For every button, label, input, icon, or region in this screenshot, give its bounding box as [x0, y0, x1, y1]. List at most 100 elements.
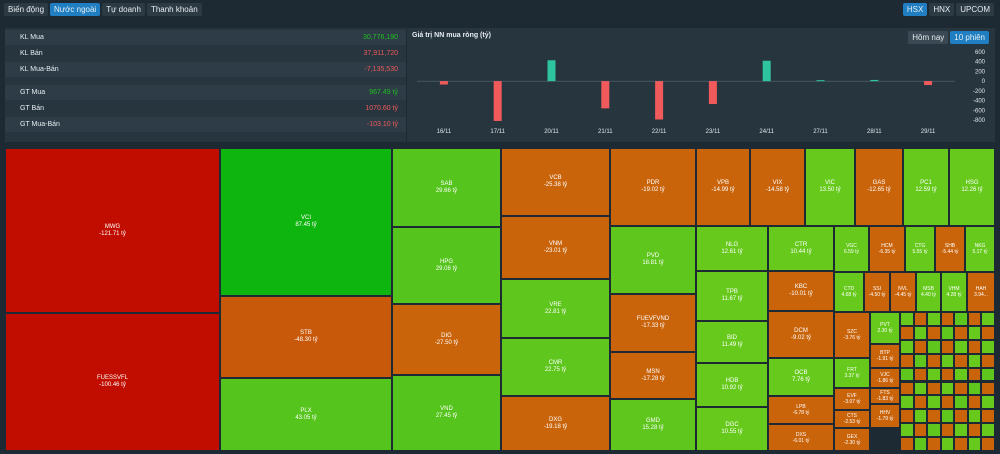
- small-tile[interactable]: [967, 381, 981, 396]
- small-tile[interactable]: [900, 423, 914, 438]
- heatmap-tile-btp[interactable]: BTP -1.91 tỷ: [870, 344, 900, 368]
- small-tile[interactable]: [940, 312, 954, 326]
- small-tile[interactable]: [913, 367, 927, 382]
- heatmap-tile-ctr[interactable]: CTR 10.44 tỷ: [768, 226, 834, 271]
- small-tile[interactable]: [954, 409, 968, 424]
- tab-tu-doanh[interactable]: Tự doanh: [102, 3, 145, 16]
- heatmap-tile-hhv[interactable]: HHV -1.79 tỷ: [870, 404, 900, 428]
- heatmap-tile-gex[interactable]: GEX -2.30 tỷ: [834, 428, 870, 451]
- small-tile[interactable]: [913, 381, 927, 396]
- heatmap-tile-shb[interactable]: SHB -5.44 tỷ: [935, 226, 965, 272]
- heatmap-tile-ctg[interactable]: CTG 5.55 tỷ: [905, 226, 935, 272]
- small-tile[interactable]: [967, 367, 981, 382]
- small-tile[interactable]: [913, 423, 927, 438]
- heatmap-tile-vnd[interactable]: VND 27.45 tỷ: [392, 375, 501, 451]
- small-tile[interactable]: [981, 339, 995, 354]
- small-tile[interactable]: [927, 423, 941, 438]
- heatmap-tile-pc1[interactable]: PC1 12.59 tỷ: [903, 148, 949, 226]
- small-tile[interactable]: [900, 381, 914, 396]
- heatmap-tile-gas[interactable]: GAS -12.65 tỷ: [855, 148, 903, 226]
- heatmap-tile-vgc[interactable]: VGC 6.59 tỷ: [834, 226, 869, 272]
- heatmap-tile-cmr[interactable]: CMR 22.75 tỷ: [501, 338, 610, 396]
- heatmap-tile-evf[interactable]: EVF -3.07 tỷ: [834, 388, 870, 410]
- heatmap-tile-pvd[interactable]: PVD 18.81 tỷ: [610, 226, 696, 294]
- small-tile[interactable]: [967, 339, 981, 354]
- heatmap-tile-vjc[interactable]: VJC -1.86 tỷ: [870, 368, 900, 388]
- bar[interactable]: [547, 60, 556, 82]
- tab-thanh-khoan[interactable]: Thanh khoản: [146, 3, 202, 16]
- heatmap-tile-fts[interactable]: FTS -1.83 tỷ: [870, 388, 900, 404]
- heatmap-tile-vpb[interactable]: VPB -14.99 tỷ: [696, 148, 750, 226]
- bar[interactable]: [816, 80, 825, 82]
- heatmap-tile-mwg[interactable]: MWG -121.71 tỷ: [5, 148, 220, 313]
- small-tile[interactable]: [981, 325, 995, 340]
- bar[interactable]: [493, 81, 502, 121]
- heatmap-tile-nvl[interactable]: NVL -4.45 tỷ: [890, 272, 916, 312]
- heatmap-tile-fuessvfl[interactable]: FUESSVFL -100.46 tỷ: [5, 313, 220, 451]
- heatmap-tile-vci[interactable]: VCI 87.45 tỷ: [220, 148, 392, 296]
- small-tile[interactable]: [967, 325, 981, 340]
- small-tile[interactable]: [900, 339, 914, 354]
- small-tile[interactable]: [981, 437, 995, 451]
- small-tile[interactable]: [900, 395, 914, 410]
- small-tile[interactable]: [981, 409, 995, 424]
- small-tile[interactable]: [967, 437, 981, 451]
- exchange-upcom[interactable]: UPCOM: [956, 3, 994, 16]
- small-tile[interactable]: [954, 339, 968, 354]
- small-tile[interactable]: [967, 409, 981, 424]
- small-tile[interactable]: [940, 367, 954, 382]
- heatmap-tile-dig[interactable]: DIG -27.50 tỷ: [392, 304, 501, 375]
- small-tile[interactable]: [940, 423, 954, 438]
- small-tile[interactable]: [927, 395, 941, 410]
- small-tile[interactable]: [927, 437, 941, 451]
- bar[interactable]: [870, 79, 879, 82]
- heatmap-tile-fuevfvnd[interactable]: FUEVFVND -17.33 tỷ: [610, 294, 696, 352]
- small-tile[interactable]: [900, 312, 914, 326]
- small-tile[interactable]: [900, 367, 914, 382]
- small-tile[interactable]: [913, 339, 927, 354]
- small-tile[interactable]: [954, 353, 968, 368]
- exchange-hsx[interactable]: HSX: [902, 3, 928, 16]
- small-tile[interactable]: [954, 325, 968, 340]
- heatmap-tile-vcb[interactable]: VCB -25.38 tỷ: [501, 148, 610, 216]
- heatmap-tile-hpg[interactable]: HPG 29.08 tỷ: [392, 227, 501, 304]
- small-tile[interactable]: [927, 353, 941, 368]
- heatmap-tile-msn[interactable]: MSN -17.28 tỷ: [610, 352, 696, 399]
- heatmap-tile-plx[interactable]: PLX 43.05 tỷ: [220, 378, 392, 451]
- small-tile[interactable]: [940, 325, 954, 340]
- small-tile[interactable]: [940, 395, 954, 410]
- toggle-today[interactable]: Hôm nay: [908, 31, 949, 44]
- small-tile[interactable]: [940, 437, 954, 451]
- heatmap-tile-vhm[interactable]: VHM 4.28 tỷ: [941, 272, 967, 312]
- heatmap-tile-dcm[interactable]: DCM -9.02 tỷ: [768, 311, 834, 358]
- heatmap-tile-vre[interactable]: VRE 22.81 tỷ: [501, 279, 610, 338]
- small-tile[interactable]: [913, 353, 927, 368]
- heatmap-tile-hah[interactable]: HAH 3.94...: [967, 272, 995, 312]
- small-tile[interactable]: [981, 423, 995, 438]
- small-tile[interactable]: [927, 312, 941, 326]
- small-tile[interactable]: [900, 325, 914, 340]
- heatmap-tile-sab[interactable]: SAB 29.66 tỷ: [392, 148, 501, 227]
- tab-nuoc-ngoai[interactable]: Nước ngoài: [50, 3, 101, 16]
- small-tile[interactable]: [954, 423, 968, 438]
- heatmap-tile-nlg[interactable]: NLG 12.61 tỷ: [696, 226, 768, 271]
- heatmap-tile-bid[interactable]: BID 11.49 tỷ: [696, 321, 768, 363]
- bar[interactable]: [655, 81, 664, 120]
- small-tile[interactable]: [981, 312, 995, 326]
- small-tile[interactable]: [940, 353, 954, 368]
- small-tile[interactable]: [900, 353, 914, 368]
- heatmap-tile-szc[interactable]: SZC -3.76 tỷ: [834, 312, 870, 358]
- tab-bien-dong[interactable]: Biến động: [4, 3, 49, 16]
- small-tile[interactable]: [900, 409, 914, 424]
- heatmap-tile-vnm[interactable]: VNM -23.01 tỷ: [501, 216, 610, 279]
- small-tile[interactable]: [913, 437, 927, 451]
- small-tile[interactable]: [981, 353, 995, 368]
- heatmap-tile-tpb[interactable]: TPB 11.67 tỷ: [696, 271, 768, 321]
- small-tile[interactable]: [940, 381, 954, 396]
- heatmap-tile-stb[interactable]: STB -48.30 tỷ: [220, 296, 392, 378]
- small-tile[interactable]: [967, 353, 981, 368]
- heatmap-tile-vic[interactable]: VIC 13.50 tỷ: [805, 148, 855, 226]
- small-tile[interactable]: [913, 409, 927, 424]
- bar[interactable]: [601, 81, 610, 109]
- heatmap-tile-ocb[interactable]: OCB 7.76 tỷ: [768, 358, 834, 396]
